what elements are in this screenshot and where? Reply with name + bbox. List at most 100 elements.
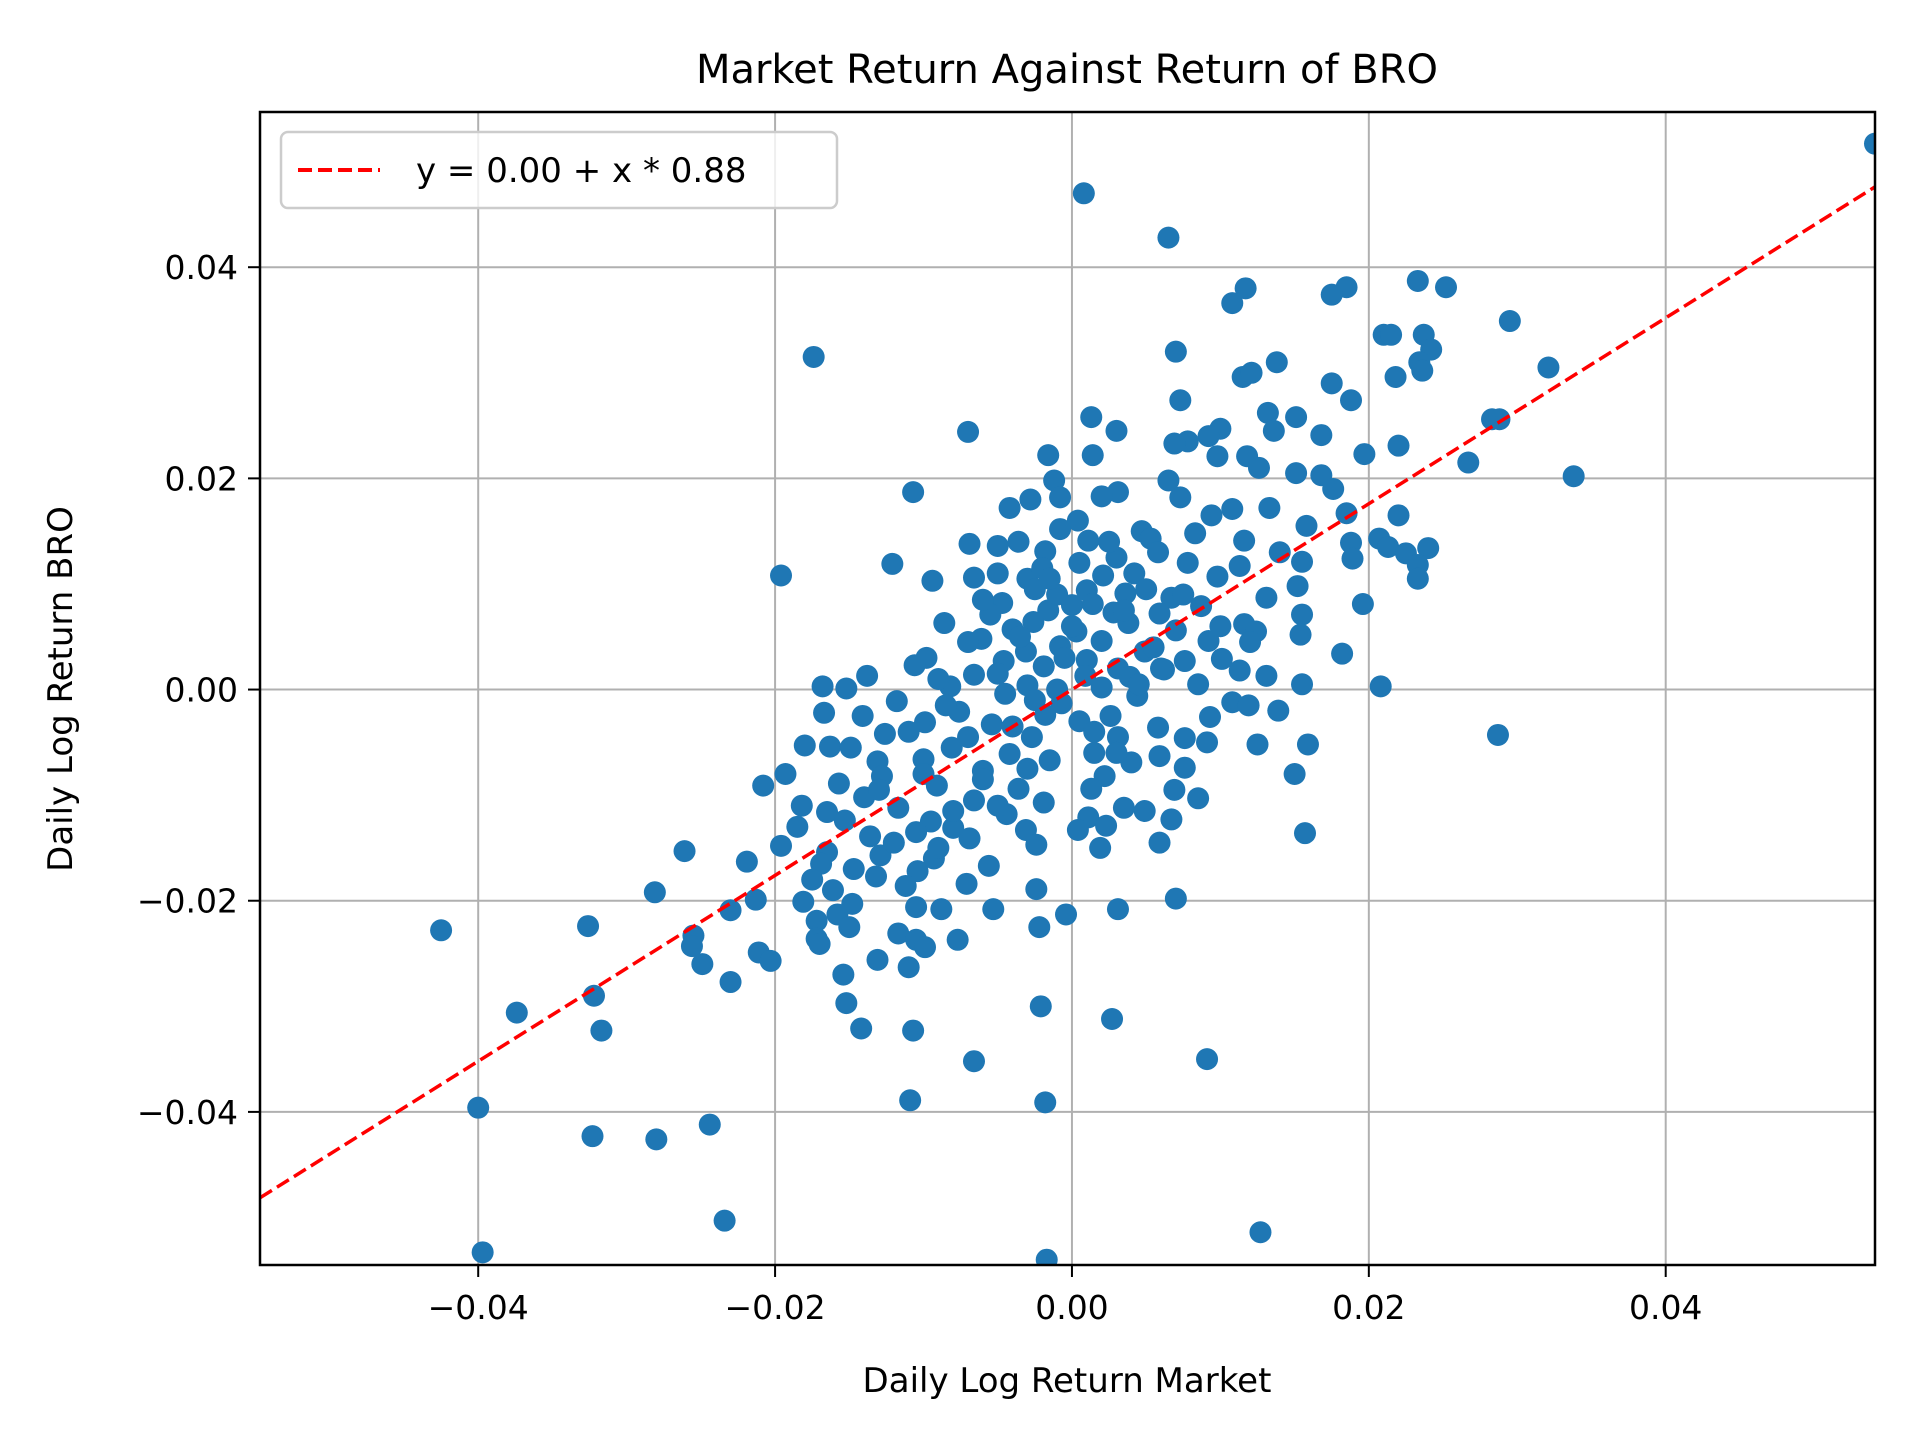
data-point — [1106, 726, 1129, 749]
data-point — [1221, 691, 1244, 714]
data-point — [1285, 406, 1308, 429]
data-point — [905, 896, 928, 919]
data-point — [1209, 615, 1232, 638]
data-point — [940, 736, 963, 759]
data-point — [1173, 727, 1196, 750]
data-point — [790, 794, 813, 817]
data-point — [1240, 361, 1263, 384]
data-point — [793, 734, 816, 757]
y-tick-label: −0.04 — [137, 1093, 238, 1132]
data-point — [1019, 488, 1042, 511]
data-point — [1020, 726, 1043, 749]
data-point — [1351, 593, 1374, 616]
data-point — [1081, 593, 1104, 616]
data-point — [998, 742, 1021, 765]
data-point — [1197, 425, 1220, 448]
data-point — [1187, 787, 1210, 810]
data-point — [1127, 673, 1150, 696]
data-point — [1256, 401, 1279, 424]
data-point — [1053, 646, 1076, 669]
data-point — [881, 552, 904, 575]
data-point — [850, 1017, 873, 1040]
data-point — [719, 899, 742, 922]
data-point — [921, 569, 944, 592]
data-point — [1160, 808, 1183, 831]
data-point — [752, 774, 775, 797]
data-point — [1239, 631, 1262, 654]
data-point — [1246, 733, 1269, 756]
data-point — [1234, 277, 1257, 300]
data-point — [1176, 551, 1199, 574]
data-point — [1294, 822, 1316, 845]
data-point — [1112, 796, 1135, 819]
data-point — [1406, 269, 1429, 292]
y-tick-label: 0.02 — [165, 459, 238, 498]
data-point — [1335, 502, 1358, 525]
data-point — [827, 772, 850, 795]
data-point — [838, 916, 861, 939]
data-point — [1148, 602, 1171, 625]
legend-label: y = 0.00 + x * 0.88 — [416, 151, 746, 191]
data-point — [1032, 655, 1055, 678]
data-point — [1164, 619, 1187, 642]
data-point — [1101, 1007, 1124, 1030]
data-point — [1066, 509, 1089, 532]
data-point — [894, 874, 917, 897]
data-point — [839, 736, 862, 759]
data-point — [1228, 555, 1251, 578]
data-point — [1148, 745, 1171, 768]
data-point — [1322, 477, 1345, 500]
data-point — [1169, 389, 1192, 412]
data-point — [958, 532, 981, 555]
data-point — [1068, 551, 1091, 574]
data-point — [1258, 496, 1281, 519]
data-point — [1486, 723, 1509, 746]
data-point — [581, 1125, 604, 1148]
regression-dashed-line — [260, 185, 1875, 1200]
data-point — [1289, 623, 1312, 646]
data-point — [1007, 530, 1030, 553]
data-point — [1034, 540, 1057, 563]
data-point — [885, 690, 908, 713]
data-point — [1060, 594, 1083, 617]
data-point — [1864, 132, 1875, 155]
data-point — [1435, 276, 1458, 299]
data-point — [1387, 434, 1410, 457]
data-point — [866, 948, 889, 971]
data-point — [811, 675, 834, 698]
data-point — [1457, 451, 1480, 474]
data-point — [933, 612, 956, 635]
data-point — [1237, 694, 1260, 717]
data-point — [887, 922, 910, 945]
data-point — [914, 936, 936, 959]
data-point — [980, 713, 1003, 736]
data-point — [1169, 486, 1192, 509]
data-point — [1233, 529, 1256, 552]
data-point — [819, 735, 841, 758]
data-point — [1123, 562, 1146, 585]
data-point — [899, 1089, 922, 1112]
data-point — [1150, 657, 1173, 680]
data-point — [957, 726, 980, 749]
data-point — [1043, 469, 1066, 492]
data-point — [1135, 578, 1158, 601]
data-point — [1080, 777, 1103, 800]
data-point — [942, 816, 965, 839]
data-point — [986, 534, 1009, 557]
data-point — [713, 1209, 736, 1232]
data-point — [1038, 749, 1061, 772]
data-point — [851, 704, 874, 727]
data-point — [801, 868, 824, 891]
data-point — [1072, 182, 1095, 205]
data-point — [1164, 887, 1187, 910]
x-tick-label: 0.02 — [1332, 1288, 1405, 1327]
regression-line — [260, 185, 1875, 1200]
data-point — [903, 654, 926, 677]
data-point — [867, 778, 890, 801]
data-point — [1285, 462, 1308, 485]
y-axis-ticks: −0.04 −0.02 0.00 0.02 0.04 — [137, 248, 260, 1132]
data-point — [1228, 659, 1251, 682]
data-point — [1210, 647, 1233, 670]
data-point — [1206, 565, 1229, 588]
data-point — [471, 1241, 494, 1264]
